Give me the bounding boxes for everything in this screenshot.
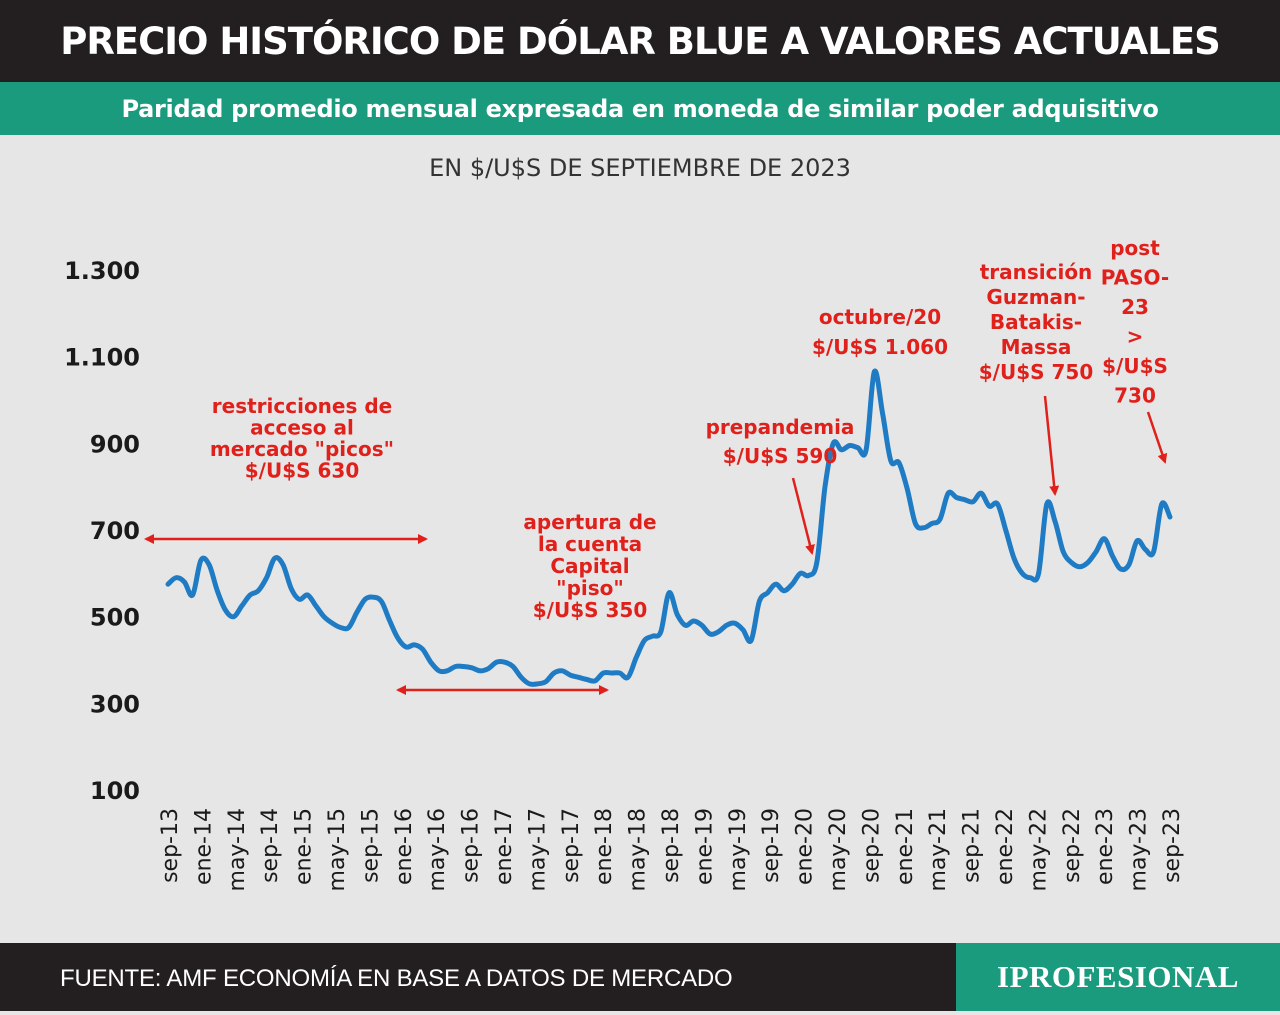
annotation-label: octubre/20 $/U$S 1.060 [812,305,948,359]
pointer-arrow-transicion [1043,395,1060,496]
x-tick-label: ene-19 [692,808,717,885]
unit-label: EN $/U$S DE SEPTIEMBRE DE 2023 [429,154,851,182]
x-axis: sep-13 ene-14 may-14 sep-14 ene-15 may-15 sep-… [158,808,1185,891]
source-note: FUENTE: AMF ECONOMÍA EN BASE A DATOS DE … [60,965,733,992]
pointer-arrow-prepandemia [791,477,815,555]
y-tick-label: 100 [90,777,140,805]
y-tick-label: 1.300 [64,257,140,285]
x-tick-label: may-14 [225,808,250,891]
x-tick-label: sep-20 [859,808,884,883]
x-tick-label: sep-21 [960,808,985,883]
page-subtitle: Paridad promedio mensual expresada en mo… [0,82,1280,135]
brand-logo: IPROFESIONAL [956,943,1280,1011]
annotations: restricciones de acceso al mercado "picos"… [144,236,1169,695]
x-tick-label: ene-20 [793,808,818,885]
page-title: PRECIO HISTÓRICO DE DÓLAR BLUE A VALORES… [0,0,1280,82]
y-tick-label: 500 [90,604,140,632]
x-tick-label: may-22 [1026,808,1051,891]
x-tick-label: ene-17 [492,808,517,885]
x-tick-label: ene-16 [392,808,417,885]
x-tick-label: may-15 [325,808,350,891]
x-tick-label: ene-18 [592,808,617,885]
x-tick-label: ene-21 [893,808,918,885]
y-axis: 1.300 1.100 900 700 500 300 100 [64,257,140,805]
y-tick-label: 300 [90,690,140,718]
x-tick-label: ene-23 [1093,808,1118,885]
x-tick-label: ene-14 [191,808,216,885]
annotation-label: transición Guzman-Batakis-Massa $/U$S 750 [979,260,1094,384]
chart-area: EN $/U$S DE SEPTIEMBRE DE 2023 1.300 1.10… [0,135,1280,943]
pointer-arrow-post-paso [1146,411,1168,464]
x-tick-label: sep-18 [659,808,684,883]
annotation-label: post PASO-23 > $/U$S 730 [1101,236,1169,408]
x-tick-label: may-18 [626,808,651,891]
x-tick-label: sep-23 [1160,808,1185,883]
x-tick-label: may-17 [525,808,550,891]
x-tick-label: may-16 [425,808,450,891]
y-tick-label: 1.100 [64,344,140,372]
x-tick-label: may-20 [826,808,851,891]
x-tick-label: sep-16 [459,808,484,883]
x-tick-label: sep-19 [759,808,784,883]
x-tick-label: may-21 [926,808,951,891]
x-tick-label: may-23 [1127,808,1152,891]
series-group [165,368,1173,687]
annotation-label: restricciones de acceso al mercado "picos"… [210,394,394,483]
y-tick-label: 700 [90,517,140,545]
x-tick-label: sep-14 [258,808,283,883]
series-line [165,368,1173,687]
x-tick-label: ene-22 [993,808,1018,885]
y-tick-label: 900 [90,430,140,458]
x-tick-label: ene-15 [292,808,317,885]
x-tick-label: sep-17 [559,808,584,883]
footer: FUENTE: AMF ECONOMÍA EN BASE A DATOS DE … [0,943,1280,1011]
x-tick-label: sep-22 [1060,808,1085,883]
x-tick-label: sep-13 [158,808,183,883]
line-chart: EN $/U$S DE SEPTIEMBRE DE 2023 1.300 1.10… [64,154,1185,891]
annotation-label: apertura de la cuenta Capital "piso" $/U$S 3… [523,510,656,622]
x-tick-label: may-19 [726,808,751,891]
x-tick-label: sep-15 [358,808,383,883]
annotation-label: prepandemia $/U$S 590 [706,415,855,468]
